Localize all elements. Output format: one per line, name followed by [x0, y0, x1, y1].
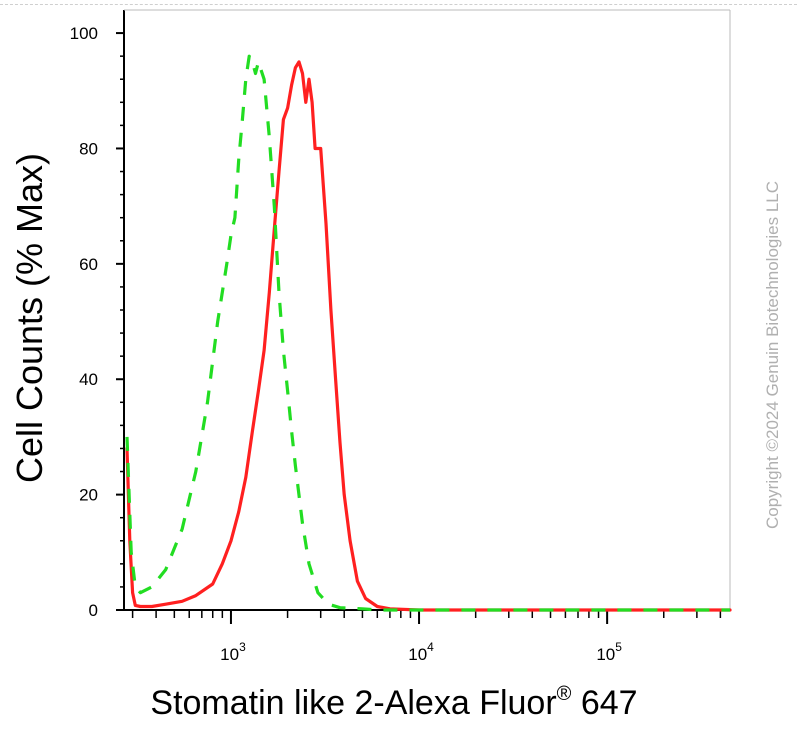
series-layer	[125, 54, 732, 612]
x-axis-label-main: Stomatin like 2-Alexa Fluor	[150, 684, 556, 722]
axes	[123, 9, 731, 611]
x-axis-label-superscript: ®	[557, 683, 572, 705]
y-axis-label: Cell Counts (% Max)	[9, 153, 50, 483]
y-tick-label: 20	[79, 486, 98, 505]
x-tick-label-base: 10	[220, 645, 239, 664]
x-axis-label-tail: 647	[571, 684, 637, 722]
x-axis-label: Stomatin like 2-Alexa Fluor® 647	[150, 683, 637, 722]
x-tick-label: 104	[408, 640, 434, 664]
y-tick-label: 80	[79, 139, 98, 158]
tick-marks	[116, 32, 722, 624]
x-tick-label-exponent: 4	[427, 640, 434, 654]
x-tick-label-base: 10	[596, 645, 615, 664]
x-tick-label: 105	[596, 640, 622, 664]
y-tick-label: 40	[79, 370, 98, 389]
series-line-dashed-green	[125, 54, 730, 612]
watermark-text: Copyright ©2024 Genuin Biotechnologies L…	[763, 181, 782, 529]
x-tick-label: 103	[220, 640, 246, 664]
x-tick-label-base: 10	[408, 645, 427, 664]
x-tick-label-exponent: 3	[239, 640, 246, 654]
y-tick-label: 0	[89, 601, 98, 620]
y-tick-label: 100	[70, 24, 98, 43]
top-border-line	[0, 4, 797, 5]
x-tick-label-exponent: 5	[615, 640, 622, 654]
y-tick-label: 60	[79, 255, 98, 274]
series-line-solid-red	[125, 60, 732, 612]
